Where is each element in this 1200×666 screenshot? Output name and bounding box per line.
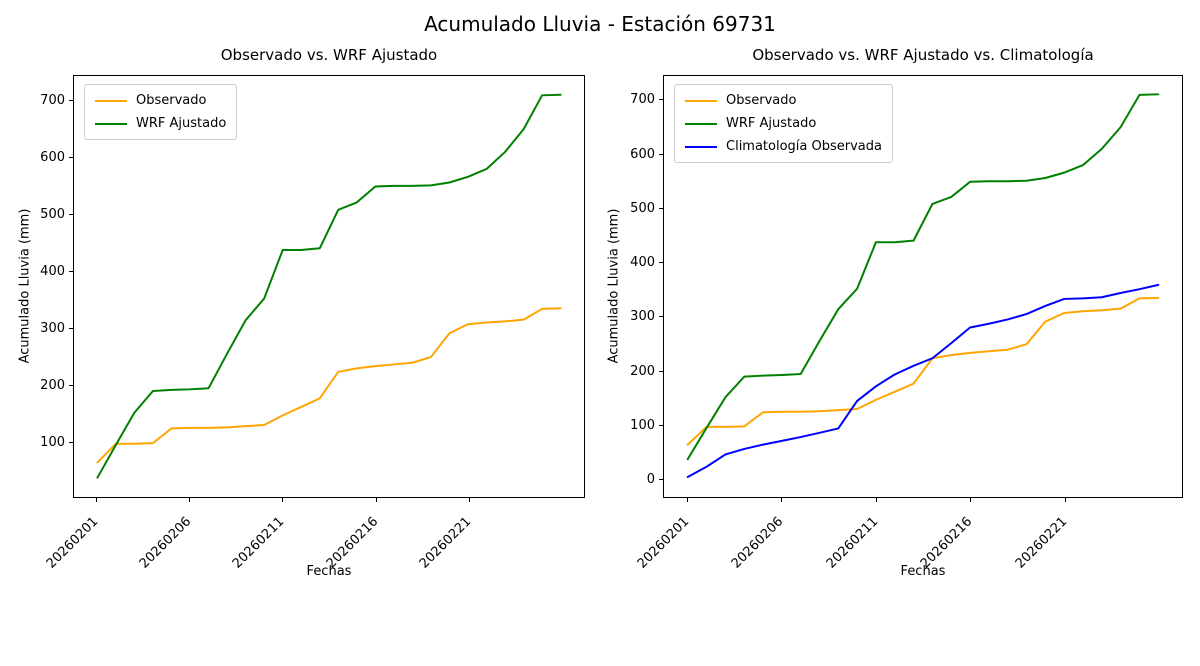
- legend-label: Observado: [726, 93, 797, 108]
- legend-row: Observado: [685, 91, 882, 110]
- plot-title: Observado vs. WRF Ajustado: [220, 46, 438, 64]
- axes-area: Observado WRF Ajustado: [73, 75, 585, 498]
- figure-title: Acumulado Lluvia - Estación 69731: [424, 12, 776, 36]
- y-tick-label: 500: [630, 201, 655, 216]
- series-line-wrf-ajustado: [686, 93, 1160, 461]
- legend-row: WRF Ajustado: [95, 114, 226, 133]
- legend-line-swatch: [685, 145, 717, 148]
- legend-line-swatch: [685, 122, 717, 125]
- y-tick-mark: [659, 371, 663, 372]
- y-tick-mark: [659, 208, 663, 209]
- x-tick-mark: [876, 498, 877, 502]
- y-tick-label: 700: [630, 92, 655, 107]
- subplot-observado-wrf: Observado vs. WRF Ajustado Acumulado Llu…: [18, 46, 585, 579]
- x-tick-mark: [189, 498, 190, 502]
- x-tick-mark: [1065, 498, 1066, 502]
- x-tick-mark: [687, 498, 688, 502]
- y-tick-mark: [69, 385, 73, 386]
- y-tick-label: 300: [630, 309, 655, 324]
- y-tick-mark: [69, 271, 73, 272]
- legend-row: Climatología Observada: [685, 137, 882, 156]
- y-tick-label: 100: [630, 418, 655, 433]
- y-tick-label: 400: [630, 255, 655, 270]
- legend-label: WRF Ajustado: [136, 116, 227, 131]
- y-tick-label: 100: [40, 435, 65, 450]
- x-axis-label: Fechas: [900, 564, 946, 579]
- y-tick-mark: [659, 99, 663, 100]
- y-tick-mark: [69, 214, 73, 215]
- y-tick-label: 400: [40, 264, 65, 279]
- y-tick-label: 0: [646, 472, 655, 487]
- y-tick-label: 300: [40, 321, 65, 336]
- y-tick-mark: [69, 328, 73, 329]
- legend-line-swatch: [685, 99, 717, 102]
- y-tick-label: 500: [40, 207, 65, 222]
- y-tick-mark: [659, 316, 663, 317]
- x-tick-label: 20260201: [634, 514, 693, 572]
- x-tick-mark: [970, 498, 971, 502]
- rainfall-figure: Acumulado Lluvia - Estación 69731 Observ…: [17, 12, 1183, 579]
- y-tick-mark: [659, 262, 663, 263]
- legend-label: Observado: [136, 93, 207, 108]
- subplot-observado-wrf-climatologia: Observado vs. WRF Ajustado vs. Climatolo…: [606, 46, 1183, 579]
- series-line-wrf-ajustado: [96, 93, 562, 479]
- y-axis-label: Acumulado Lluvia (mm): [606, 208, 622, 364]
- y-tick-label: 600: [630, 147, 655, 162]
- y-tick-mark: [69, 157, 73, 158]
- line-chart: [96, 93, 562, 479]
- y-tick-label: 700: [40, 93, 65, 108]
- y-tick-label: 600: [40, 150, 65, 165]
- legend-line-swatch: [95, 99, 127, 102]
- legend-label: Climatología Observada: [726, 139, 882, 154]
- axes-area: Observado WRF Ajustado Climatología Observ…: [663, 75, 1183, 498]
- x-tick-mark: [469, 498, 470, 502]
- x-tick-mark: [96, 498, 97, 502]
- y-tick-mark: [659, 479, 663, 480]
- legend: Observado WRF Ajustado: [84, 84, 238, 140]
- legend-row: Observado: [95, 91, 226, 110]
- series-line-observado: [686, 296, 1160, 446]
- series-line-climatolog-a-observada: [686, 283, 1160, 478]
- series-line-observado: [96, 307, 562, 464]
- y-tick-mark: [659, 425, 663, 426]
- y-tick-mark: [659, 154, 663, 155]
- x-tick-mark: [781, 498, 782, 502]
- legend-label: WRF Ajustado: [726, 116, 817, 131]
- legend: Observado WRF Ajustado Climatología Observ…: [674, 84, 893, 163]
- y-tick-mark: [69, 442, 73, 443]
- x-tick-mark: [282, 498, 283, 502]
- legend-row: WRF Ajustado: [685, 114, 882, 133]
- y-tick-label: 200: [630, 364, 655, 379]
- x-axis-label: Fechas: [306, 564, 352, 579]
- y-tick-label: 200: [40, 378, 65, 393]
- x-tick-mark: [376, 498, 377, 502]
- y-tick-mark: [69, 100, 73, 101]
- legend-line-swatch: [95, 122, 127, 125]
- plot-title: Observado vs. WRF Ajustado vs. Climatolo…: [752, 46, 1094, 64]
- line-chart: [686, 93, 1160, 478]
